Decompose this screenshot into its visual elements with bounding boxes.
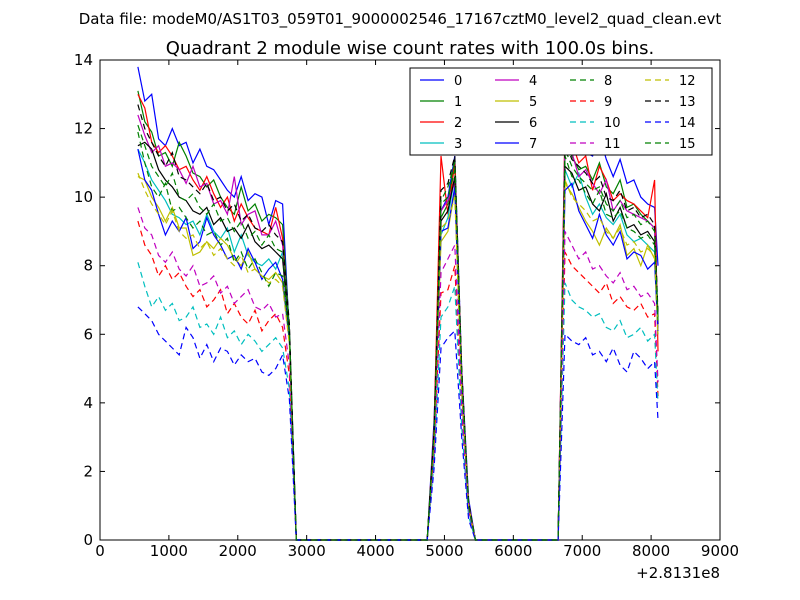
legend-box	[409, 67, 713, 156]
series-line-8	[137, 131, 659, 541]
series-line-14	[137, 306, 659, 541]
y-tick-label: 10	[74, 188, 93, 206]
x-tick-label: 3000	[288, 542, 326, 560]
axes: 0 1000 2000 3000 4000 5000 6000 7000 8000 9000 0 2 4…	[74, 51, 739, 560]
y-tick-label: 14	[74, 51, 93, 69]
legend-label-13: 13	[679, 95, 696, 110]
y-tick-label: 6	[83, 325, 93, 343]
x-tick-label: 7000	[563, 542, 601, 560]
x-tick-label: 2000	[219, 542, 257, 560]
y-tick-label: 12	[74, 120, 93, 138]
x-tick-label: 5000	[425, 542, 463, 560]
series-line-7	[137, 148, 659, 541]
legend-label-12: 12	[679, 74, 696, 89]
legend-label-9: 9	[604, 95, 612, 110]
legend-label-3: 3	[454, 137, 462, 152]
series-line-1	[137, 90, 659, 541]
series-line-15	[137, 124, 659, 541]
series-line-2	[137, 94, 659, 541]
x-tick-label: 8000	[632, 542, 670, 560]
x-tick-label: 0	[95, 542, 105, 560]
series-line-10	[137, 262, 659, 541]
y-tick-label: 0	[83, 531, 93, 549]
legend-label-7: 7	[529, 137, 537, 152]
x-offset-label: +2.8131e8	[636, 564, 720, 582]
series-lines	[137, 66, 659, 541]
series-line-3	[137, 148, 659, 541]
y-tick-label: 2	[83, 462, 93, 480]
legend-label-2: 2	[454, 116, 462, 131]
x-tick-label: 6000	[494, 542, 532, 560]
legend-label-1: 1	[454, 95, 462, 110]
y-tick-label: 8	[83, 257, 93, 275]
series-line-6	[137, 141, 659, 541]
legend-label-4: 4	[529, 74, 537, 89]
legend-label-5: 5	[529, 95, 537, 110]
legend-label-11: 11	[604, 137, 621, 152]
legend-label-0: 0	[454, 74, 462, 89]
y-tick-label: 4	[83, 394, 93, 412]
x-tick-label: 4000	[356, 542, 394, 560]
chart-suptitle: Data file: modeM0/AS1T03_059T01_90000025…	[79, 10, 722, 29]
legend-label-10: 10	[604, 116, 621, 131]
chart-title: Quadrant 2 module wise count rates with …	[166, 38, 655, 59]
series-line-9	[137, 220, 659, 541]
x-tick-label: 1000	[150, 542, 188, 560]
legend-label-8: 8	[604, 74, 612, 89]
legend-label-15: 15	[679, 137, 696, 152]
x-tick-label: 9000	[701, 542, 739, 560]
series-line-13	[137, 104, 659, 541]
legend-label-14: 14	[679, 116, 696, 131]
series-line-11	[137, 207, 659, 541]
legend-label-6: 6	[529, 116, 537, 131]
